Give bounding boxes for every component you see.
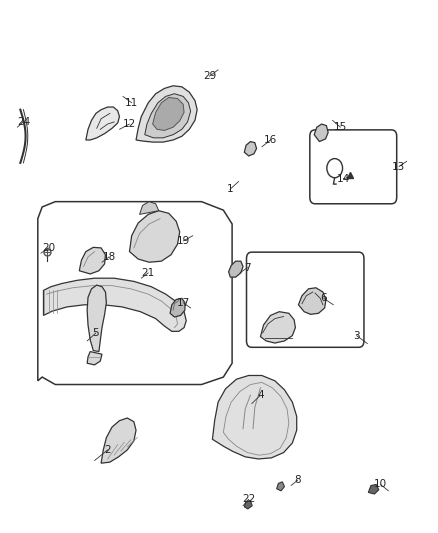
Polygon shape <box>130 211 180 262</box>
Text: 1: 1 <box>226 184 233 195</box>
Text: 12: 12 <box>123 119 136 129</box>
Text: 4: 4 <box>257 390 264 400</box>
Text: 5: 5 <box>92 328 99 338</box>
Polygon shape <box>244 142 257 156</box>
Text: 16: 16 <box>264 135 277 145</box>
Polygon shape <box>314 124 328 142</box>
Text: 7: 7 <box>244 263 251 272</box>
Text: 3: 3 <box>353 330 360 341</box>
Polygon shape <box>261 312 295 343</box>
Text: 19: 19 <box>177 236 190 246</box>
Text: 29: 29 <box>203 71 216 81</box>
Text: 14: 14 <box>337 174 350 184</box>
Polygon shape <box>170 298 185 317</box>
Text: 6: 6 <box>321 293 327 303</box>
Text: 11: 11 <box>125 98 138 108</box>
Text: 2: 2 <box>104 445 111 455</box>
Polygon shape <box>86 107 120 140</box>
Polygon shape <box>298 288 326 314</box>
Polygon shape <box>229 261 243 277</box>
Text: 21: 21 <box>141 268 155 278</box>
Text: 18: 18 <box>102 252 116 262</box>
Circle shape <box>251 398 273 424</box>
Circle shape <box>255 403 268 419</box>
Polygon shape <box>368 484 379 494</box>
Circle shape <box>247 144 254 153</box>
Polygon shape <box>87 285 106 352</box>
Polygon shape <box>277 482 285 491</box>
Polygon shape <box>136 86 197 142</box>
Text: 15: 15 <box>334 122 347 132</box>
Polygon shape <box>212 375 297 459</box>
Text: 8: 8 <box>294 475 301 485</box>
Text: 17: 17 <box>177 297 190 308</box>
Polygon shape <box>140 201 159 214</box>
Polygon shape <box>87 352 102 365</box>
Polygon shape <box>145 94 191 138</box>
Circle shape <box>233 265 239 272</box>
Text: 20: 20 <box>42 243 55 253</box>
Polygon shape <box>244 500 252 509</box>
Circle shape <box>318 128 325 137</box>
Text: 10: 10 <box>374 480 387 489</box>
Polygon shape <box>43 278 186 332</box>
Polygon shape <box>152 98 184 131</box>
Text: 22: 22 <box>242 494 255 504</box>
Text: 13: 13 <box>392 161 406 172</box>
Polygon shape <box>101 418 136 463</box>
Polygon shape <box>79 247 106 274</box>
Text: 24: 24 <box>17 117 30 127</box>
